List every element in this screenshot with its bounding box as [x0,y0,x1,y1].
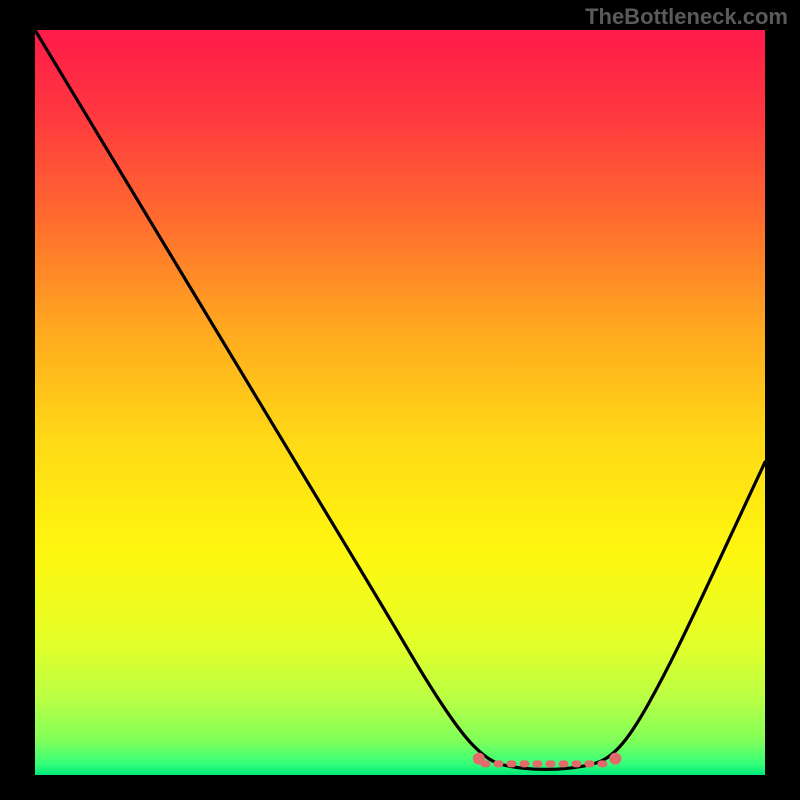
bottleneck-chart [0,0,800,800]
plot-background [35,30,765,775]
watermark-text: TheBottleneck.com [585,4,788,30]
chart-container: TheBottleneck.com [0,0,800,800]
optimal-range-endpoint [473,753,485,765]
optimal-range-endpoint [609,753,621,765]
